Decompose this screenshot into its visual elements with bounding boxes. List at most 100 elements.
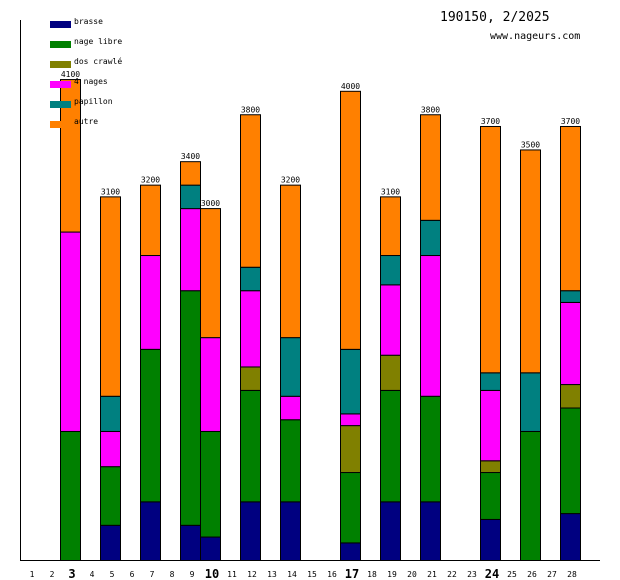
bar-segment-4-nages-day-19: [380, 284, 401, 356]
bar-segment-papillon-day-17: [340, 348, 361, 415]
bar-segment-brasse-day-21: [420, 501, 441, 561]
x-tick-label-14: 14: [287, 570, 297, 579]
bar-segment-4-nages-day-3: [60, 231, 81, 432]
bar-segment-papillon-day-28: [560, 290, 581, 303]
legend-label: brasse: [74, 17, 103, 26]
x-tick-label-8: 8: [170, 570, 175, 579]
chart-title: 190150, 2/2025: [440, 10, 550, 25]
bar-segment-brasse-day-17: [340, 542, 361, 561]
total-label-day-26: 3500: [521, 140, 540, 149]
x-tick-label-12: 12: [247, 570, 257, 579]
total-label-day-24: 3700: [481, 117, 500, 126]
total-label-day-12: 3800: [241, 105, 260, 114]
bar-segment-autre-day-5: [100, 196, 121, 397]
bar-segment-papillon-day-14: [280, 337, 301, 397]
x-tick-label-11: 11: [227, 570, 237, 579]
total-labels-group: 4100 3100 3200 3400 3000 3800 3200 4000 3100 3800…: [61, 70, 580, 208]
bar-segment-4-nages-day-24: [480, 389, 501, 462]
bar-segment-4-nages-day-9: [180, 208, 201, 292]
x-tick-label-10: 10: [205, 567, 219, 580]
legend-swatch: [50, 21, 71, 28]
x-tick-label-18: 18: [367, 570, 377, 579]
x-tick-label-28: 28: [567, 570, 577, 579]
x-tick-label-26: 26: [527, 570, 537, 579]
bar-segment-brasse-day-7: [140, 501, 161, 561]
bar-segment-autre-day-17: [340, 90, 361, 350]
bar-segment-autre-day-21: [420, 114, 441, 221]
bar-segment-papillon-day-24: [480, 372, 501, 391]
bar-segment-papillon-day-19: [380, 255, 401, 286]
bar-segment-dos-crawlé-day-24: [480, 460, 501, 474]
bar-segment-dos-crawlé-day-12: [240, 366, 261, 391]
bar-segment-dos-crawlé-day-28: [560, 384, 581, 409]
x-tick-label-16: 16: [327, 570, 337, 579]
bar-segment-autre-day-12: [240, 114, 261, 268]
bar-segment-papillon-day-5: [100, 395, 121, 432]
x-tick-label-15: 15: [307, 570, 317, 579]
bar-segment-autre-day-7: [140, 184, 161, 257]
bar-segment-nage-libre-day-7: [140, 348, 161, 503]
x-tick-label-5: 5: [110, 570, 115, 579]
legend-label: autre: [74, 117, 99, 126]
x-tick-label-2: 2: [50, 570, 55, 579]
bar-segment-nage-libre-day-21: [420, 395, 441, 503]
total-label-day-7: 3200: [141, 176, 160, 185]
x-tick-label-21: 21: [427, 570, 437, 579]
x-tick-label-13: 13: [267, 570, 277, 579]
bar-segment-autre-day-28: [560, 125, 581, 292]
total-label-day-3: 4100: [61, 70, 80, 79]
bar-segment-nage-libre-day-14: [280, 419, 301, 503]
total-label-day-21: 3800: [421, 105, 440, 114]
bar-segment-4-nages-day-14: [280, 395, 301, 421]
x-tick-label-19: 19: [387, 570, 397, 579]
bar-segment-4-nages-day-7: [140, 255, 161, 350]
legend-swatch: [50, 121, 71, 128]
bar-segment-brasse-day-10: [200, 536, 221, 562]
bar-segment-nage-libre-day-17: [340, 472, 361, 544]
bar-segment-4-nages-day-10: [200, 337, 221, 432]
site-url: www.nageurs.com: [490, 31, 581, 42]
x-tick-labels-group: 1 2 3 4 5 6 7 8 9 10 11 12 13 14 15 16 17 18 19 20 21 22 23 24 2…: [30, 567, 577, 580]
total-label-day-28: 3700: [561, 117, 580, 126]
bar-segment-autre-day-14: [280, 184, 301, 339]
bar-segment-papillon-day-21: [420, 219, 441, 257]
x-tick-label-24: 24: [485, 567, 499, 580]
bar-segment-autre-day-19: [380, 196, 401, 257]
x-tick-label-7: 7: [150, 570, 155, 579]
bar-segment-4-nages-day-21: [420, 255, 441, 397]
total-label-day-10: 3000: [201, 199, 220, 208]
bar-segment-autre-day-3: [60, 79, 81, 233]
bar-segment-papillon-day-26: [520, 372, 541, 432]
total-label-day-9: 3400: [181, 152, 200, 161]
bar-segment-nage-libre-day-19: [380, 389, 401, 503]
total-label-day-17: 4000: [341, 82, 360, 91]
legend-swatch: [50, 101, 71, 108]
legend-swatch: [50, 81, 71, 88]
legend-label: dos crawlé: [74, 57, 123, 66]
legend-swatch: [50, 41, 71, 48]
x-tick-label-4: 4: [90, 570, 95, 579]
bar-segment-4-nages-day-12: [240, 290, 261, 368]
bar-segment-brasse-day-9: [180, 524, 201, 562]
bar-segment-4-nages-day-17: [340, 413, 361, 427]
bar-segment-brasse-day-24: [480, 518, 501, 561]
x-tick-label-27: 27: [547, 570, 557, 579]
legend-label: papillon: [74, 97, 113, 106]
x-tick-label-22: 22: [447, 570, 457, 579]
x-tick-label-3: 3: [68, 567, 75, 580]
bar-segment-nage-libre-day-28: [560, 407, 581, 515]
bar-segment-autre-day-10: [200, 208, 221, 339]
bar-segment-nage-libre-day-5: [100, 466, 121, 526]
bar-segment-dos-crawlé-day-17: [340, 425, 361, 474]
bar-segment-brasse-day-14: [280, 501, 301, 561]
bar-segment-autre-day-9: [180, 161, 201, 186]
bar-segment-4-nages-day-5: [100, 430, 121, 468]
bars-group: [60, 79, 581, 562]
bar-segment-brasse-day-28: [560, 513, 581, 561]
bar-segment-brasse-day-19: [380, 501, 401, 561]
bar-segment-autre-day-24: [480, 125, 501, 374]
bar-segment-nage-libre-day-24: [480, 472, 501, 520]
total-label-day-14: 3200: [281, 176, 300, 185]
bar-segment-4-nages-day-28: [560, 301, 581, 386]
